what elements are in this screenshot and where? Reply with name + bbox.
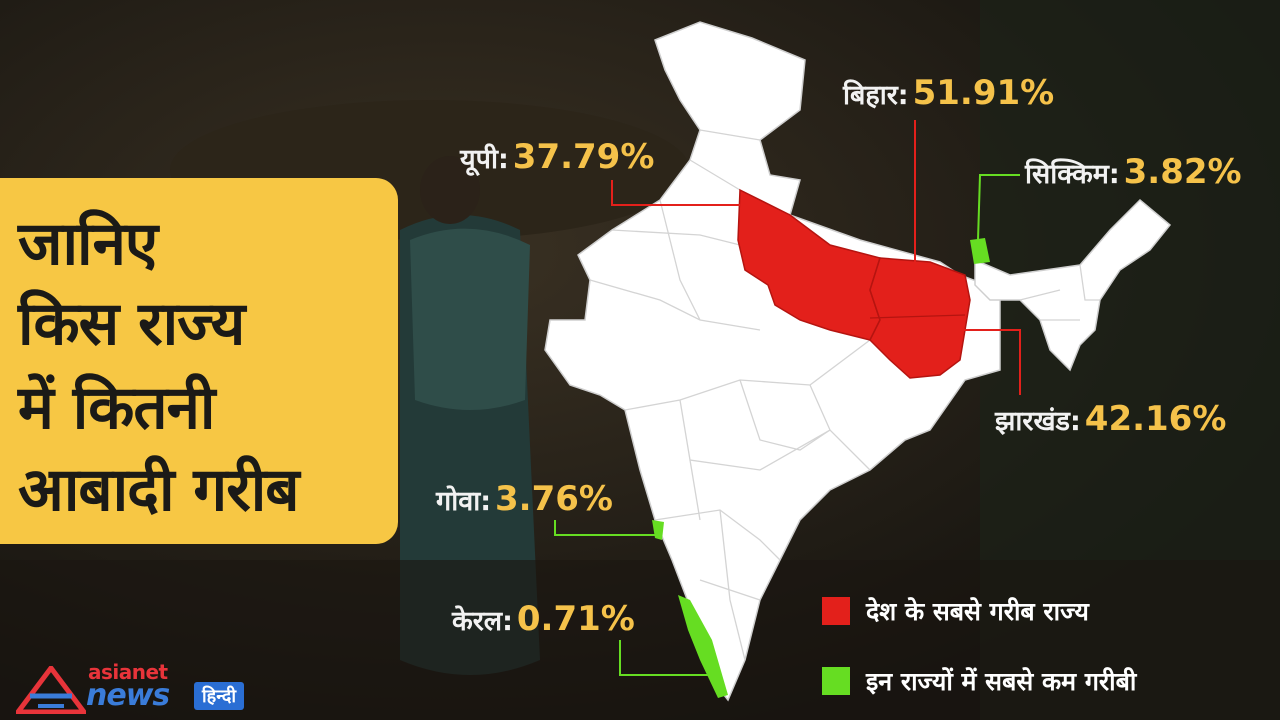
logo-language-badge: हिन्दी [194,682,245,710]
label-up: यूपी: 37.79% [460,140,654,174]
label-jharkhand-value: 42.16% [1084,399,1227,439]
label-kerala-name: केरल: [452,606,513,637]
label-goa-name: गोवा: [436,486,491,517]
label-up-value: 37.79% [512,137,655,177]
kerala-shape [678,595,728,698]
label-sikkim: सिक्किम: 3.82% [1025,155,1242,189]
connector-lines [554,120,1021,676]
label-up-name: यूपी: [460,144,509,175]
label-goa-value: 3.76% [495,479,613,519]
logo-brand-top: asianet [88,660,168,684]
uttar-pradesh-shape [737,188,881,341]
label-sikkim-name: सिक्किम: [1025,159,1120,190]
logo-brand-main: news [86,678,170,713]
legend-least-poor-label: इन राज्यों में सबसे कम गरीबी [866,667,1137,696]
title-line-3: में कितनी [18,373,215,443]
label-sikkim-value: 3.82% [1123,152,1242,192]
bihar-jharkhand-shape [869,257,971,379]
asianet-news-logo: asianet news हिन्दी [16,660,276,716]
label-bihar-name: बिहार: [843,80,909,111]
label-jharkhand: झारखंड: 42.16% [995,402,1226,436]
sikkim-shape [970,238,990,264]
legend-poorest-label: देश के सबसे गरीब राज्य [866,597,1089,626]
title-line-1: जानिए [18,209,158,279]
label-bihar: बिहार: 51.91% [843,76,1054,110]
title-line-2: किस राज्य [18,289,245,359]
state-borders [589,129,1100,661]
legend-poorest: देश के सबसे गरीब राज्य [822,596,1089,626]
title-card: जानिए किस राज्य में कितनी आबादी गरीब [0,178,398,544]
india-mainland [544,21,1001,702]
title-line-4: आबादी गरीब [18,455,300,525]
label-kerala-value: 0.71% [516,599,635,639]
north-east-region [974,198,1172,372]
legend-least-poor: इन राज्यों में सबसे कम गरीबी [822,666,1136,696]
legend-swatch-green [822,667,850,695]
label-kerala: केरल: 0.71% [452,602,635,636]
label-jharkhand-name: झारखंड: [995,406,1081,437]
label-goa: गोवा: 3.76% [436,482,613,516]
goa-shape [652,520,664,540]
logo-triangle-icon [16,666,86,714]
legend-swatch-red [822,597,850,625]
label-bihar-value: 51.91% [912,73,1055,113]
